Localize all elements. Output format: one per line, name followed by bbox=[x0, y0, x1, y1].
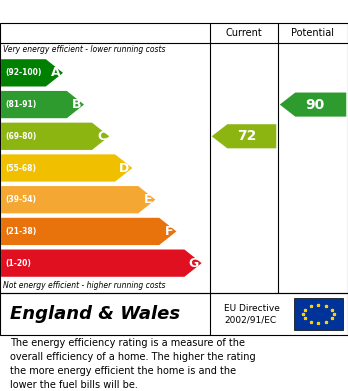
Text: (21-38): (21-38) bbox=[5, 227, 37, 236]
Text: Not energy efficient - higher running costs: Not energy efficient - higher running co… bbox=[3, 282, 166, 291]
Text: F: F bbox=[165, 225, 174, 238]
Text: 72: 72 bbox=[237, 129, 256, 143]
Polygon shape bbox=[280, 93, 346, 117]
Polygon shape bbox=[1, 91, 84, 118]
Text: The energy efficiency rating is a measure of the
overall efficiency of a home. T: The energy efficiency rating is a measur… bbox=[10, 338, 256, 390]
Polygon shape bbox=[1, 186, 156, 213]
Text: B: B bbox=[72, 98, 81, 111]
Text: (39-54): (39-54) bbox=[5, 195, 36, 204]
Text: (92-100): (92-100) bbox=[5, 68, 42, 77]
Text: (69-80): (69-80) bbox=[5, 132, 37, 141]
Text: Current: Current bbox=[226, 28, 262, 38]
Text: A: A bbox=[50, 66, 60, 79]
Text: (1-20): (1-20) bbox=[5, 258, 31, 268]
Text: EU Directive
2002/91/EC: EU Directive 2002/91/EC bbox=[224, 303, 280, 325]
Text: D: D bbox=[119, 161, 129, 174]
Text: Energy Efficiency Rating: Energy Efficiency Rating bbox=[10, 4, 220, 19]
Polygon shape bbox=[1, 59, 63, 86]
Polygon shape bbox=[1, 154, 132, 182]
Text: G: G bbox=[189, 256, 199, 270]
Polygon shape bbox=[1, 249, 201, 277]
Text: (81-91): (81-91) bbox=[5, 100, 37, 109]
Polygon shape bbox=[1, 218, 176, 245]
Text: E: E bbox=[144, 193, 153, 206]
FancyBboxPatch shape bbox=[294, 298, 343, 330]
Text: (55-68): (55-68) bbox=[5, 163, 36, 172]
Text: England & Wales: England & Wales bbox=[10, 305, 181, 323]
Text: C: C bbox=[97, 130, 106, 143]
Polygon shape bbox=[212, 124, 276, 148]
Text: Very energy efficient - lower running costs: Very energy efficient - lower running co… bbox=[3, 45, 166, 54]
Text: 90: 90 bbox=[306, 98, 325, 111]
Text: Potential: Potential bbox=[292, 28, 334, 38]
Polygon shape bbox=[1, 123, 109, 150]
